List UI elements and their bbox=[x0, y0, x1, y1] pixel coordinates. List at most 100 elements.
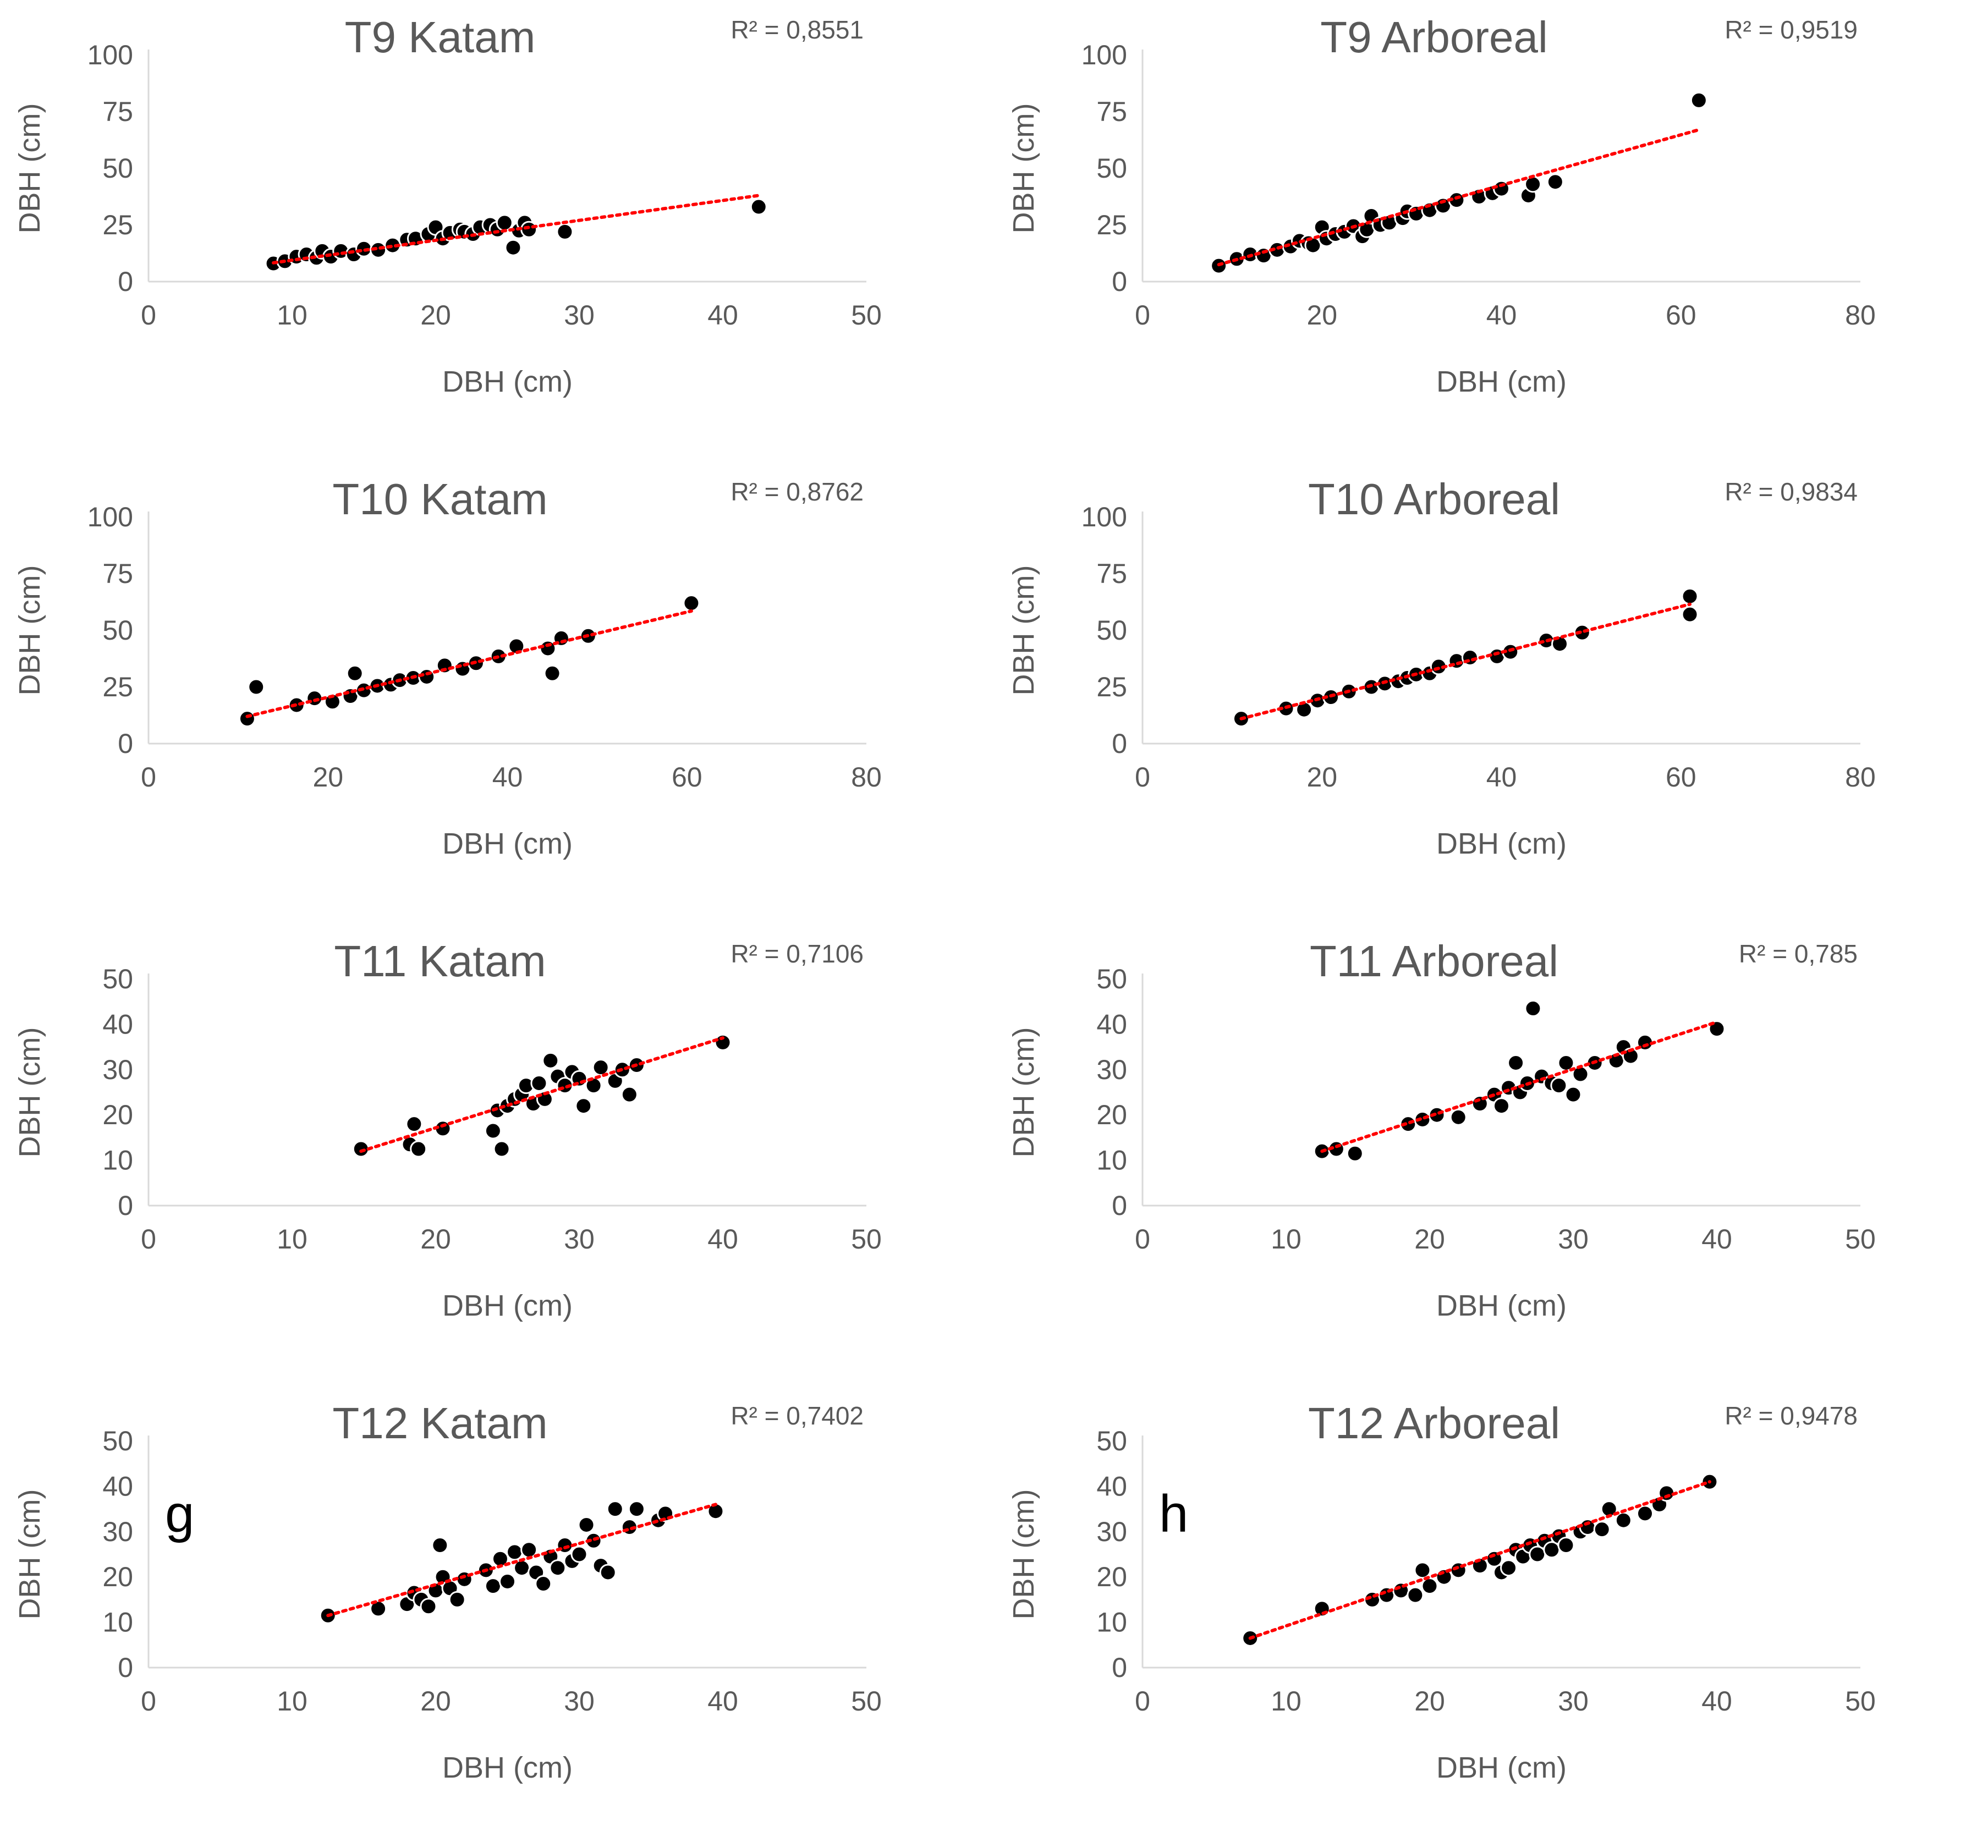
trendline bbox=[326, 1503, 717, 1618]
r-squared-label: R² = 0,9834 bbox=[1725, 477, 1858, 506]
data-point bbox=[606, 1500, 624, 1518]
data-point bbox=[1493, 1097, 1510, 1115]
x-tick-label: 0 bbox=[1135, 300, 1150, 331]
data-point bbox=[1546, 173, 1564, 191]
y-axis-title: DBH (cm) bbox=[13, 1027, 46, 1158]
chart-title: T10 Katam bbox=[332, 475, 547, 524]
chart-panel-t11-arboreal: 0 10 20 30 40 50 0 10 20 30 40 50 DBH (cm) DBH (cm) T1… bbox=[994, 924, 1988, 1386]
data-point bbox=[1524, 1000, 1542, 1018]
data-point bbox=[499, 1572, 516, 1590]
x-tick-label: 20 bbox=[312, 762, 343, 793]
data-point bbox=[1346, 1145, 1364, 1162]
x-tick-label: 20 bbox=[1306, 762, 1337, 793]
x-tick-label: 10 bbox=[277, 300, 307, 331]
y-tick-label: 40 bbox=[1096, 1471, 1127, 1502]
chart-panel-t10-katam: 0 25 50 75 100 0 20 40 60 80 DBH (cm) DBH (cm) T10 K… bbox=[0, 462, 994, 924]
y-tick-label: 20 bbox=[1096, 1561, 1127, 1592]
chart-title: T9 Katam bbox=[345, 13, 536, 62]
x-tick-label: 80 bbox=[1845, 762, 1876, 793]
x-tick-label: 20 bbox=[420, 300, 451, 331]
x-tick-label: 20 bbox=[420, 1686, 451, 1717]
x-tick-label: 0 bbox=[141, 762, 156, 793]
y-tick-label: 10 bbox=[102, 1145, 133, 1176]
data-point bbox=[1449, 1108, 1467, 1126]
scatter-chart: 0 25 50 75 100 0 10 20 30 40 50 DBH (cm) DBH (cm) T9 … bbox=[13, 13, 882, 398]
data-point bbox=[1550, 1077, 1568, 1094]
scatter-chart: 0 25 50 75 100 0 20 40 60 80 DBH (cm) DBH (cm) T10 A… bbox=[1007, 475, 1876, 860]
y-tick-label: 30 bbox=[102, 1054, 133, 1085]
y-tick-label: 10 bbox=[1096, 1145, 1127, 1176]
x-tick-label: 30 bbox=[1558, 1224, 1589, 1255]
y-tick-label: 100 bbox=[87, 40, 133, 70]
x-tick-label: 20 bbox=[1306, 300, 1337, 331]
data-point bbox=[1500, 1559, 1518, 1577]
chart-panel-t10-arboreal: 0 25 50 75 100 0 20 40 60 80 DBH (cm) DBH (cm) T10 A… bbox=[994, 462, 1988, 924]
y-axis-title: DBH (cm) bbox=[13, 1489, 46, 1620]
x-tick-label: 30 bbox=[564, 300, 595, 331]
y-tick-label: 0 bbox=[1112, 266, 1127, 297]
chart-panel-t12-arboreal: 0 10 20 30 40 50 0 10 20 30 40 50 DBH (cm) DBH (cm) T1… bbox=[994, 1386, 1988, 1848]
data-point bbox=[405, 1115, 423, 1133]
y-tick-label: 40 bbox=[102, 1009, 133, 1040]
data-point bbox=[1681, 606, 1699, 623]
y-tick-label: 75 bbox=[102, 558, 133, 589]
r-squared-label: R² = 0,785 bbox=[1739, 939, 1858, 968]
y-axis-title: DBH (cm) bbox=[13, 103, 46, 234]
data-point bbox=[493, 1140, 510, 1158]
scatter-chart: 0 10 20 30 40 50 0 10 20 30 40 50 DBH (cm) DBH (cm) T1… bbox=[13, 937, 882, 1322]
data-point bbox=[530, 1075, 548, 1092]
chart-panel-t9-katam: 0 25 50 75 100 0 10 20 30 40 50 DBH (cm) DBH (cm) T9 … bbox=[0, 0, 994, 462]
x-tick-label: 0 bbox=[141, 1224, 156, 1255]
chart-panel-t12-katam: 0 10 20 30 40 50 0 10 20 30 40 50 DBH (cm) DBH (cm) T1… bbox=[0, 1386, 994, 1848]
x-axis-title: DBH (cm) bbox=[1436, 1751, 1567, 1784]
x-tick-label: 80 bbox=[851, 762, 882, 793]
data-point bbox=[575, 1097, 592, 1115]
data-point bbox=[1636, 1505, 1654, 1522]
x-tick-label: 10 bbox=[277, 1686, 307, 1717]
panel-letter: h bbox=[1159, 1484, 1188, 1543]
chart-panel-t9-arboreal: 0 25 50 75 100 0 20 40 60 80 DBH (cm) DBH (cm) T9 Ar… bbox=[994, 0, 1988, 462]
x-tick-label: 30 bbox=[1558, 1686, 1589, 1717]
r-squared-label: R² = 0,8551 bbox=[731, 15, 864, 44]
r-squared-label: R² = 0,9519 bbox=[1725, 15, 1858, 44]
data-point bbox=[578, 1516, 595, 1533]
data-point bbox=[504, 239, 522, 256]
data-point bbox=[542, 1052, 559, 1069]
x-tick-label: 0 bbox=[1135, 762, 1150, 793]
r-squared-label: R² = 0,7106 bbox=[731, 939, 864, 968]
chart-title: T11 Arboreal bbox=[1310, 937, 1558, 986]
x-tick-label: 20 bbox=[420, 1224, 451, 1255]
x-tick-label: 40 bbox=[1701, 1686, 1732, 1717]
y-tick-label: 100 bbox=[1081, 502, 1127, 532]
data-point bbox=[346, 664, 364, 682]
data-point bbox=[1304, 237, 1322, 254]
data-point bbox=[1593, 1521, 1611, 1538]
x-tick-label: 10 bbox=[277, 1224, 307, 1255]
y-tick-label: 50 bbox=[102, 153, 133, 184]
y-tick-label: 75 bbox=[102, 96, 133, 127]
y-tick-label: 100 bbox=[1081, 40, 1127, 70]
x-axis-title: DBH (cm) bbox=[442, 1751, 573, 1784]
panel-letter: g bbox=[165, 1484, 194, 1543]
y-tick-label: 0 bbox=[1112, 1652, 1127, 1683]
y-tick-label: 20 bbox=[1096, 1099, 1127, 1130]
y-tick-label: 100 bbox=[87, 502, 133, 532]
x-tick-label: 60 bbox=[672, 762, 702, 793]
y-tick-label: 30 bbox=[102, 1516, 133, 1547]
x-axis-title: DBH (cm) bbox=[442, 1289, 573, 1322]
r-squared-label: R² = 0,7402 bbox=[731, 1401, 864, 1430]
x-tick-label: 50 bbox=[851, 300, 882, 331]
x-tick-label: 10 bbox=[1271, 1686, 1301, 1717]
data-point bbox=[1681, 587, 1699, 605]
x-tick-label: 0 bbox=[141, 1686, 156, 1717]
x-axis-title: DBH (cm) bbox=[1436, 1289, 1567, 1322]
data-point bbox=[543, 664, 561, 682]
trendline bbox=[1217, 128, 1701, 267]
y-axis-title: DBH (cm) bbox=[13, 565, 46, 696]
y-tick-label: 75 bbox=[1096, 96, 1127, 127]
data-point bbox=[496, 214, 513, 232]
x-tick-label: 50 bbox=[1845, 1686, 1876, 1717]
x-tick-label: 50 bbox=[851, 1686, 882, 1717]
data-point bbox=[620, 1086, 638, 1103]
r-squared-label: R² = 0,8762 bbox=[731, 477, 864, 506]
